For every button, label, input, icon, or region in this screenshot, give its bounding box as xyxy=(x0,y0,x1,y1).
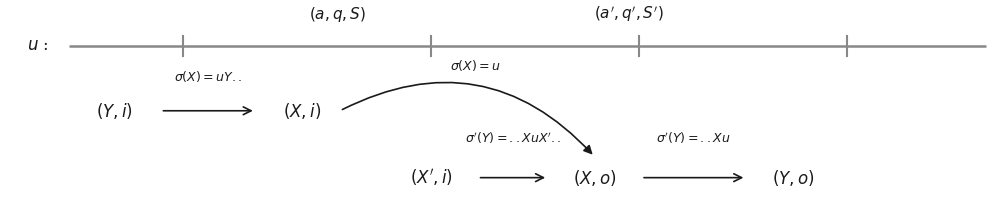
Text: $\sigma(X) = u$: $\sigma(X) = u$ xyxy=(450,58,501,73)
Text: $(X', i)$: $(X', i)$ xyxy=(409,167,453,188)
Text: $\sigma'(Y) = ..XuX'..$: $\sigma'(Y) = ..XuX'..$ xyxy=(465,131,561,146)
Text: $(a', q', S')$: $(a', q', S')$ xyxy=(595,5,664,24)
FancyArrowPatch shape xyxy=(342,82,592,153)
Text: $(X, o)$: $(X, o)$ xyxy=(573,168,616,188)
Text: $(Y, i)$: $(Y, i)$ xyxy=(95,101,133,121)
Text: $u$ :: $u$ : xyxy=(27,37,49,55)
Text: $(Y, o)$: $(Y, o)$ xyxy=(772,168,814,188)
Text: $\sigma(X) = uY..$: $\sigma(X) = uY..$ xyxy=(174,69,242,84)
Text: $(X, i)$: $(X, i)$ xyxy=(283,101,321,121)
Text: $\sigma'(Y) = ..Xu$: $\sigma'(Y) = ..Xu$ xyxy=(656,131,731,146)
Text: $(a, q, S)$: $(a, q, S)$ xyxy=(308,5,366,24)
